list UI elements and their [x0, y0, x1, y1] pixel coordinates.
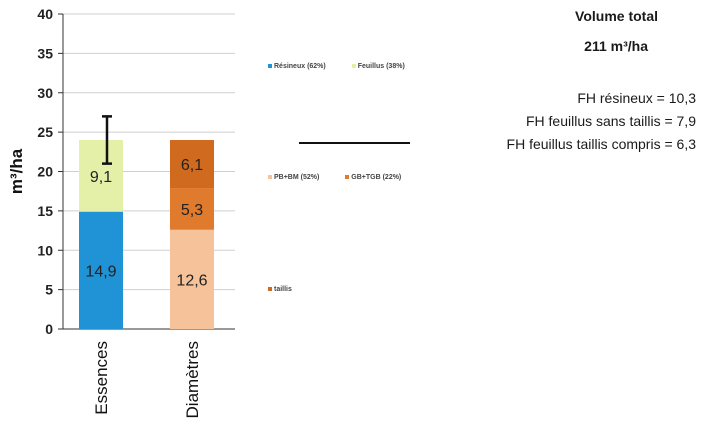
bars	[79, 115, 214, 329]
y-tick-label: 15	[37, 203, 53, 219]
divider-line	[299, 142, 410, 144]
y-tick-labels: 0 5 10 15 20 25 30 35 40	[37, 6, 53, 337]
legend-label: taillis	[274, 286, 292, 293]
legend-swatch	[345, 175, 350, 180]
bar-segment	[170, 140, 214, 189]
legend-label: PB+BM (52%)	[274, 174, 320, 181]
y-tick-label: 0	[45, 321, 53, 337]
y-axis-label: m³/ha	[7, 148, 26, 194]
stacked-bar-chart: 0 5 10 15 20 25 30 35 40 14,9 9,1 12,6 5,3 6,1 Essen…	[7, 6, 235, 418]
legend-diameters: PB+BM (52%) GB+TGB (22%)	[268, 174, 425, 181]
legend-item: PB+BM (52%)	[268, 174, 319, 181]
bar-segment	[79, 140, 123, 212]
legend-item: Feuillus (38%)	[351, 63, 405, 70]
legend-coppice: taillis	[268, 286, 316, 293]
category-label: Diamètres	[183, 341, 202, 418]
legend-swatch	[268, 287, 272, 292]
data-label: 12,6	[176, 272, 207, 289]
y-tick-label: 30	[37, 85, 53, 101]
bar-segment	[79, 211, 123, 329]
y-tick-label: 10	[37, 242, 53, 258]
fh-line: FH feuillus sans taillis = 7,9	[525, 113, 696, 129]
legend-label: GB+TGB (22%)	[351, 174, 402, 181]
legend-label: Résineux (62%)	[274, 63, 326, 70]
y-tick-label: 35	[37, 45, 53, 61]
data-label: 5,3	[181, 202, 203, 219]
legend-swatch	[268, 64, 272, 69]
volume-title: Volume total	[575, 8, 658, 24]
fh-line: FH résineux = 10,3	[577, 90, 696, 106]
legend-item: Résineux (62%)	[268, 63, 326, 70]
fh-line: FH feuillus taillis compris = 6,3	[506, 136, 696, 152]
y-tick-label: 5	[45, 282, 53, 298]
bar-segment	[170, 229, 214, 329]
legend-swatch	[351, 64, 356, 69]
legend-swatch	[268, 175, 272, 180]
data-label: 6,1	[181, 157, 203, 174]
y-tick-label: 25	[37, 124, 53, 140]
y-tick-label: 40	[37, 6, 53, 22]
category-label: Essences	[92, 341, 111, 415]
y-tick-label: 20	[37, 164, 53, 180]
data-labels: 14,9 9,1 12,6 5,3 6,1	[85, 157, 207, 289]
data-label: 9,1	[90, 169, 112, 186]
legend-item: taillis	[268, 286, 292, 293]
legend-item: GB+TGB (22%)	[345, 174, 401, 181]
category-labels: Essences Diamètres	[92, 341, 202, 418]
data-label: 14,9	[85, 263, 116, 280]
bar-segment	[170, 188, 214, 230]
legend-species: Résineux (62%) Feuillus (38%)	[268, 63, 429, 70]
volume-total: 211 m³/ha	[584, 38, 648, 54]
legend-label: Feuillus (38%)	[357, 63, 405, 70]
